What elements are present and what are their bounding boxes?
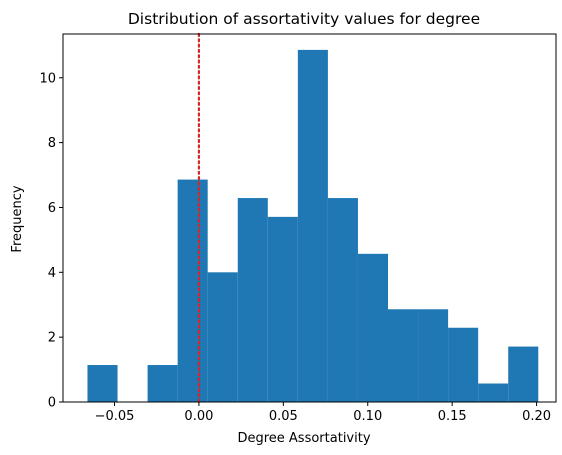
histogram-bar-6	[267, 216, 298, 402]
x-tick-label-4: 0.15	[438, 409, 467, 424]
x-tick-label-5: 0.20	[522, 409, 551, 424]
histogram-bar-4	[207, 272, 238, 402]
y-tick-label-0: 0	[48, 396, 56, 411]
histogram-bar-13	[478, 383, 509, 402]
y-axis-label: Frequency	[10, 185, 25, 252]
x-tick-label-2: 0.05	[269, 409, 298, 424]
y-tick-label-5: 10	[39, 71, 56, 86]
histogram-bar-10	[388, 309, 419, 402]
histogram-bar-14	[508, 346, 539, 402]
histogram-bar-12	[448, 327, 479, 402]
histogram-bar-3	[177, 179, 208, 402]
bars-group	[87, 49, 539, 402]
histogram-bar-2	[147, 365, 178, 402]
histogram-bar-7	[297, 49, 328, 402]
y-axis-ticks: 0 2 4 6 8 10	[39, 71, 63, 411]
y-tick-label-2: 4	[48, 266, 56, 281]
chart-title: Distribution of assortativity values for…	[128, 10, 480, 28]
x-tick-label-3: 0.10	[353, 409, 382, 424]
y-tick-label-4: 8	[48, 136, 56, 151]
x-axis-label: Degree Assortativity	[237, 431, 370, 446]
histogram-bar-8	[327, 198, 358, 402]
histogram-bar-11	[418, 309, 449, 402]
histogram-bar-9	[357, 253, 389, 402]
y-tick-label-1: 2	[48, 331, 56, 346]
x-axis-ticks: −0.05 0.00 0.05 0.10 0.15 0.20	[95, 402, 551, 424]
x-tick-label-0: −0.05	[95, 409, 135, 424]
histogram-bar-5	[237, 198, 268, 402]
y-tick-label-3: 6	[48, 201, 56, 216]
x-tick-label-1: 0.00	[184, 409, 213, 424]
plot-frame	[62, 33, 557, 403]
histogram-bar-0	[87, 365, 118, 402]
